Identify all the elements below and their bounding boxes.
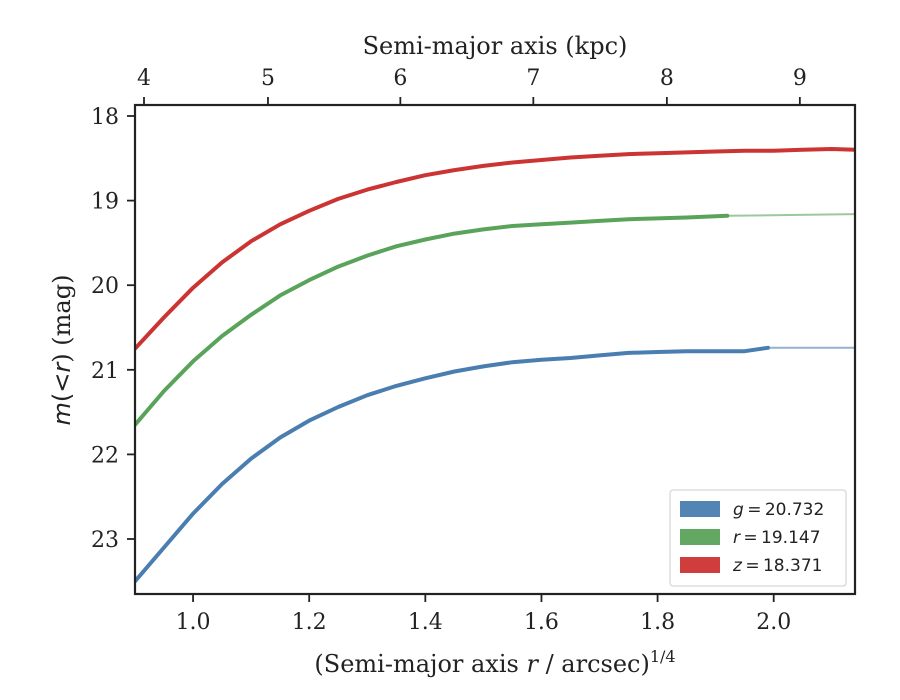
- y-tick-label: 23: [91, 528, 119, 553]
- top-axis-title: Semi-major axis (kpc): [363, 32, 628, 60]
- series-r-line: [135, 213, 730, 427]
- x-tick-label: 1.8: [640, 610, 675, 635]
- x-axis-title: (Semi-major axis r / arcsec)1/4: [314, 647, 675, 678]
- series-z-line: [135, 147, 855, 351]
- y-tick-label: 19: [91, 190, 119, 215]
- top-x-tick-label: 8: [660, 66, 674, 91]
- legend: g = 20.732 r = 19.147 z = 18.371: [669, 489, 847, 587]
- x-axis-title-var: r: [526, 650, 539, 678]
- top-x-tick-label: 7: [526, 66, 540, 91]
- x-axis-title-sup: 1/4: [650, 647, 676, 666]
- y-axis-title-mid: (<: [48, 373, 76, 402]
- legend-label-g: g = 20.732: [733, 500, 824, 520]
- legend-swatch-r: [680, 529, 720, 545]
- plot-area: [135, 147, 855, 584]
- axes-frame: [133, 103, 857, 596]
- legend-label-r: r = 19.147: [733, 528, 821, 548]
- x-tick-label: 1.0: [176, 610, 211, 635]
- legend-label-z: z = 18.371: [732, 556, 822, 576]
- x-tick-label: 2.0: [756, 610, 791, 635]
- x-tick-label: 1.4: [408, 610, 443, 635]
- top-x-tick-label: 9: [793, 66, 807, 91]
- y-tick-label: 22: [91, 443, 119, 468]
- legend-swatch-z: [680, 557, 720, 573]
- series-r-extension: [726, 213, 855, 217]
- y-tick-label: 21: [91, 359, 119, 384]
- axis-ticks: 1.0 1.2 1.4 1.6 1.8 2.0 18 19 20 21 22 23 4 5 6 7 8 9: [91, 66, 807, 635]
- legend-swatch-g: [680, 501, 720, 517]
- x-tick-label: 1.6: [524, 610, 559, 635]
- y-axis-title-var: m: [48, 402, 76, 425]
- y-axis-title-post: ) (mag): [48, 275, 76, 363]
- top-x-tick-label: 5: [261, 66, 275, 91]
- y-axis-title-var2: r: [48, 361, 76, 373]
- top-x-tick-label: 6: [393, 66, 407, 91]
- top-x-tick-label: 4: [137, 66, 151, 91]
- x-axis-title-post: / arcsec): [538, 650, 650, 678]
- x-tick-label: 1.2: [292, 610, 327, 635]
- y-tick-label: 18: [91, 105, 119, 130]
- y-axis-title: m(<r) (mag): [48, 275, 76, 426]
- x-axis-title-pre: (Semi-major axis: [314, 650, 526, 678]
- y-tick-label: 20: [91, 274, 119, 299]
- series-g-line: [135, 345, 770, 584]
